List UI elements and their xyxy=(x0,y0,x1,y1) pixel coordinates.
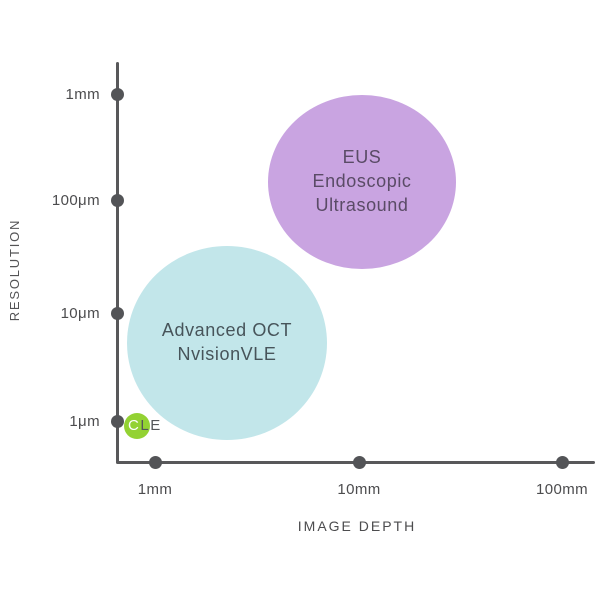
x-tick-dot xyxy=(555,456,569,469)
bubble-label-cle: CLE xyxy=(128,417,162,434)
bubble-label-char: C xyxy=(128,417,141,434)
x-tick-label: 1mm xyxy=(137,481,173,498)
y-tick-label: 10μm xyxy=(60,305,100,322)
y-tick-label: 1mm xyxy=(65,86,100,103)
y-tick-dot xyxy=(111,306,124,320)
y-tick-dot xyxy=(111,414,124,428)
y-tick-label: 100μm xyxy=(51,192,100,209)
y-tick-dot xyxy=(111,87,124,101)
y-axis-line xyxy=(116,62,119,463)
y-tick-label: 1μm xyxy=(69,413,100,430)
bubble-label-line: Endoscopic xyxy=(312,171,412,192)
x-tick-label: 10mm xyxy=(337,481,381,498)
x-tick-label: 100mm xyxy=(535,481,589,498)
bubble-label-line: Advanced OCT xyxy=(161,320,293,341)
bubble-label-char: E xyxy=(150,417,162,434)
y-tick-dot xyxy=(111,193,124,207)
bubble-label-char: L xyxy=(140,417,151,434)
bubble-label-line: EUS xyxy=(342,147,382,168)
x-axis-title: IMAGE DEPTH xyxy=(297,518,417,534)
bubble-label-line: Ultrasound xyxy=(315,194,409,215)
bubble-advanced-oct-nvisionvle: Advanced OCT NvisionVLE xyxy=(127,246,327,440)
bubble-label: EUS Endoscopic Ultrasound xyxy=(312,146,411,217)
x-tick-dot xyxy=(352,456,366,469)
bubble-label-line: NvisionVLE xyxy=(177,344,277,364)
x-tick-dot xyxy=(148,456,162,469)
bubble-eus-endoscopic-ultrasound: EUS Endoscopic Ultrasound xyxy=(268,95,456,269)
bubble-label: Advanced OCT NvisionVLE xyxy=(162,319,292,367)
bubble-cle xyxy=(124,413,150,439)
